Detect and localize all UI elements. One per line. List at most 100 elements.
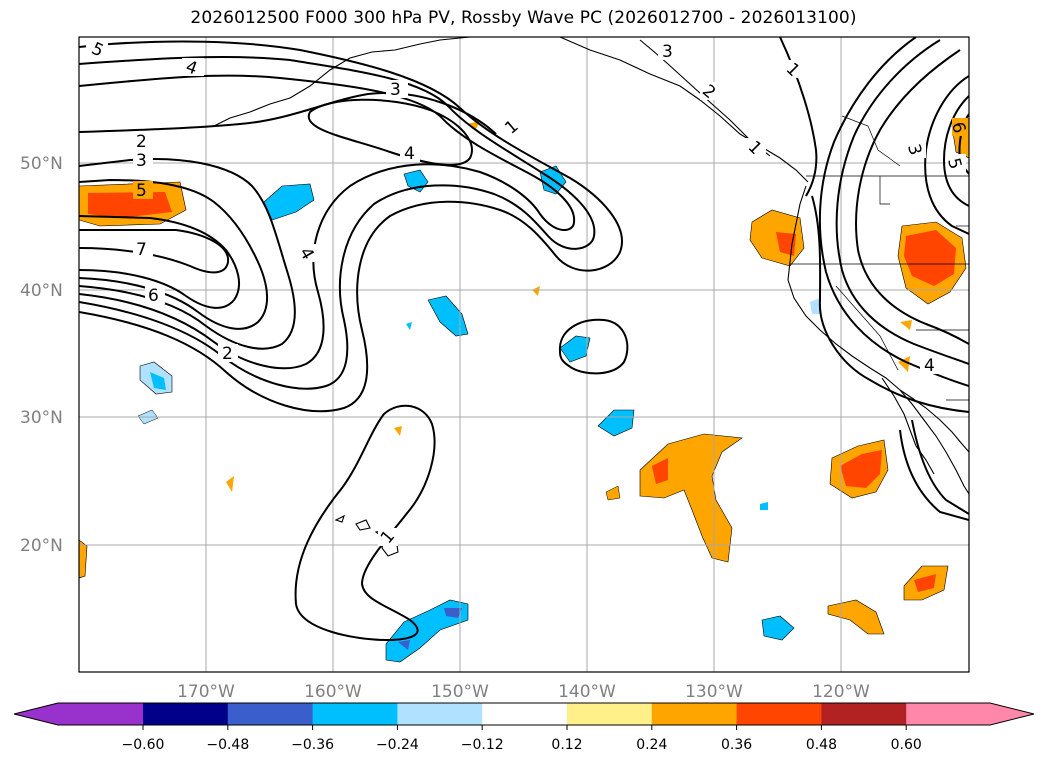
contour-label-2-west: 2 <box>136 132 147 152</box>
map-border <box>78 36 970 673</box>
contour-label-5-west: 5 <box>136 181 147 201</box>
shade-pos-small-1 <box>605 485 621 501</box>
contour-1-hawaii <box>294 404 436 642</box>
contour-label-3-west: 3 <box>136 151 147 171</box>
shade-pos-south-a-core <box>914 574 936 592</box>
contour-label-3-ridge: 3 <box>903 142 925 158</box>
alaska-coast <box>213 37 471 127</box>
longitude-labels: 170°W 160°W 150°W 140°W 130°W 120°W <box>177 682 870 702</box>
shade-neg-5 <box>559 335 591 363</box>
contour-label-3-north: 3 <box>390 80 401 100</box>
lon-label-160w: 160°W <box>304 682 362 702</box>
hawaii-a <box>334 514 345 523</box>
contour-2-west <box>79 40 623 413</box>
colorbar-tick-label: −0.24 <box>376 737 419 753</box>
gulf-california <box>899 389 969 453</box>
us-west-coast <box>787 185 969 495</box>
contour-label-layer: 5 4 3 2 3 4 5 7 6 4 2 3 1 1 <box>86 39 969 548</box>
shade-pos-south-b <box>827 599 885 635</box>
colorbar-ticks: −0.60 −0.48 −0.36 −0.24 −0.12 0.12 0.24 0.36 0.4… <box>122 725 922 753</box>
contour-coast-low <box>811 195 969 413</box>
shade-pos-small-4 <box>394 426 402 436</box>
pv-contours <box>79 37 969 642</box>
colorbar-segments <box>14 703 1034 725</box>
contour-inner-a <box>79 229 230 274</box>
baja <box>881 377 935 475</box>
shade-neg-4 <box>427 295 469 337</box>
colorbar-tick-label: −0.36 <box>291 737 334 753</box>
colorbar-tick-label: 0.48 <box>806 737 837 753</box>
contour-6-west <box>79 178 269 330</box>
colorbar-extend-low <box>14 703 143 725</box>
shade-pos-small-6 <box>898 356 910 372</box>
colorbar-tick-label: 0.24 <box>636 737 667 753</box>
colorbar-tick-label: 0.12 <box>551 737 582 753</box>
contour-5-west <box>79 158 296 350</box>
colorbar-segment <box>397 703 483 725</box>
contour-label-7-west: 7 <box>136 240 147 260</box>
lon-label-170w: 170°W <box>177 682 235 702</box>
contour-3-west <box>79 56 596 390</box>
colorbar-tick-label: −0.60 <box>122 737 165 753</box>
lon-label-140w: 140°W <box>558 682 616 702</box>
contour-label-6-west: 6 <box>148 286 159 306</box>
contour-label-2-trough: 2 <box>222 344 233 364</box>
shade-neg-10 <box>761 615 795 641</box>
contour-south-east <box>911 419 969 515</box>
contour-4-west <box>79 74 576 370</box>
colorbar-segment <box>736 703 822 725</box>
shade-pos-inland-core <box>904 230 956 286</box>
state-border-4 <box>835 285 899 371</box>
shade-neg-9-core <box>444 608 462 618</box>
figure-title: 2026012500 F000 300 hPa PV, Rossby Wave … <box>190 8 857 28</box>
colorbar-segment <box>482 703 568 725</box>
shade-pos-central-core <box>652 458 668 484</box>
latitude-labels: 50°N 40°N 30°N 20°N <box>20 154 63 556</box>
colorbar-tick-label: −0.12 <box>461 737 504 753</box>
contour-3-upper <box>79 92 497 135</box>
lat-label-20n: 20°N <box>20 536 63 556</box>
contour-label-2-north: 3 <box>662 42 673 62</box>
shade-neg-13 <box>760 502 768 510</box>
contour-1-ridge-a <box>855 49 969 345</box>
contour-4-loop <box>307 98 473 166</box>
colorbar-tick-label: 0.60 <box>891 737 922 753</box>
positive-anomaly-shading <box>79 119 969 635</box>
contour-2-ridge <box>818 37 969 387</box>
colorbar-segment <box>143 703 229 725</box>
contour-label-6-ridge: 6 <box>947 120 969 136</box>
colorbar-extend-high <box>906 703 1034 725</box>
colorbar-tick-label: −0.48 <box>206 737 249 753</box>
lon-label-130w: 130°W <box>685 682 743 702</box>
lat-label-30n: 30°N <box>20 408 63 428</box>
coastlines <box>213 37 969 557</box>
shade-pos-west-edge <box>79 539 88 579</box>
shade-pos-small-5 <box>226 476 234 492</box>
shade-pos-baja-core <box>840 450 882 488</box>
contour-4-ridge <box>942 95 969 207</box>
contour-label-5-ridge: 5 <box>943 156 965 172</box>
colorbar-segment <box>227 703 314 725</box>
contour-7-west <box>79 215 241 309</box>
colorbar-segment <box>567 703 653 725</box>
colorbar-tick-label: 0.36 <box>721 737 752 753</box>
state-border-2 <box>879 176 890 205</box>
alaska-panhandle <box>559 37 809 183</box>
state-border-7 <box>841 115 901 167</box>
lon-label-150w: 150°W <box>431 682 489 702</box>
colorbar-segment <box>651 703 738 725</box>
contour-south-east-b <box>899 429 969 521</box>
contour-label-4-loop: 4 <box>404 144 415 164</box>
shade-pos-small-3 <box>532 286 540 296</box>
shade-pos-small-7 <box>900 320 912 330</box>
lon-label-120w: 120°W <box>812 682 870 702</box>
shade-neg-12 <box>406 322 412 330</box>
colorbar-outline <box>13 702 1035 726</box>
contour-1-loop <box>558 318 629 375</box>
colorbar-segment <box>821 703 907 725</box>
hawaii-b <box>355 519 371 531</box>
colorbar-segment <box>312 703 398 725</box>
shade-neg-9-core-b <box>398 640 410 650</box>
colorbar: −0.60 −0.48 −0.36 −0.24 −0.12 0.12 0.24 0.36 0.4… <box>13 702 1035 753</box>
